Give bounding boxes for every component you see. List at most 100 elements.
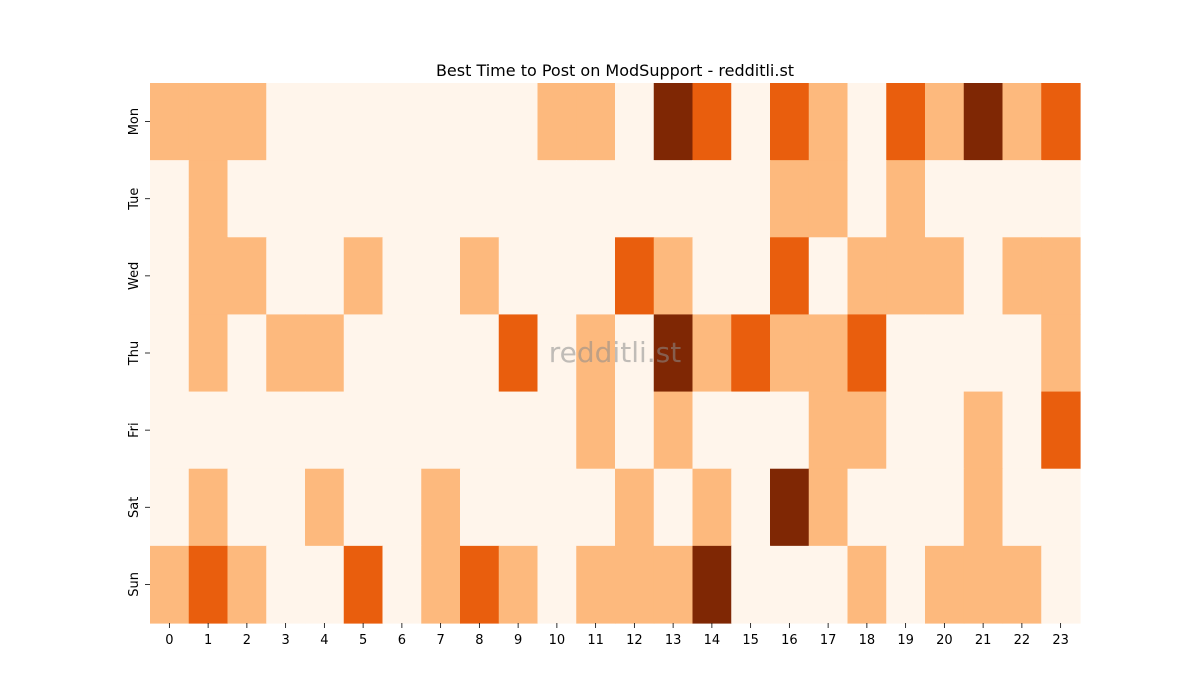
- heatmap-cell: [731, 468, 771, 547]
- heatmap-cell: [886, 314, 926, 393]
- heatmap-cell: [808, 391, 849, 470]
- x-tick-label: 23: [1052, 633, 1069, 648]
- heatmap-cell: [150, 83, 190, 161]
- heatmap-cell: [808, 314, 849, 393]
- heatmap-cell: [653, 83, 694, 161]
- heatmap-cell: [692, 314, 732, 393]
- y-tick-label: Sat: [127, 497, 142, 518]
- heatmap-cell: [692, 391, 732, 470]
- heatmap-cell: [537, 468, 577, 547]
- heatmap-cell: [770, 391, 810, 470]
- heatmap-cell: [266, 545, 306, 624]
- x-tick-label: 18: [859, 633, 876, 648]
- heatmap-cell: [1002, 391, 1042, 470]
- x-axis: 0 1 2 3 4 5 6 7 8 9 10 11 12 13 14 15 16 17 18 19 20 21 22 23: [165, 623, 1069, 648]
- heatmap-cell: [537, 314, 577, 393]
- heatmap-cell: [770, 83, 810, 161]
- x-tick-label: 11: [587, 633, 604, 648]
- heatmap-cell: [925, 83, 965, 161]
- heatmap-cell: [305, 160, 345, 238]
- heatmap-cell: [305, 468, 345, 547]
- heatmap-cell: [266, 391, 306, 470]
- heatmap-cell: [382, 545, 422, 624]
- heatmap-cell: [731, 314, 771, 393]
- heatmap-cell: [188, 160, 229, 238]
- heatmap-cell: [963, 545, 1004, 624]
- heatmap-cell: [925, 391, 965, 470]
- heatmap-cell: [653, 160, 694, 238]
- heatmap-cell: [770, 545, 810, 624]
- heatmap-cell: [770, 160, 810, 238]
- heatmap-cell: [343, 545, 384, 624]
- x-tick-label: 10: [549, 633, 566, 648]
- heatmap-cells: [150, 83, 1081, 624]
- heatmap-cell: [266, 468, 306, 547]
- heatmap-cell: [808, 160, 849, 238]
- heatmap-cell: [382, 160, 422, 238]
- x-tick-label: 1: [204, 633, 212, 648]
- heatmap-cell: [1041, 237, 1081, 316]
- heatmap-cell: [847, 391, 887, 470]
- heatmap-cell: [421, 391, 461, 470]
- x-tick-label: 12: [626, 633, 643, 648]
- heatmap-cell: [382, 391, 422, 470]
- heatmap-cell: [847, 237, 887, 316]
- heatmap-cell: [188, 468, 229, 547]
- x-tick-label: 9: [514, 633, 522, 648]
- heatmap-cell: [421, 237, 461, 316]
- heatmap-cell: [692, 545, 732, 624]
- heatmap-cell: [576, 391, 616, 470]
- heatmap-cell: [460, 545, 500, 624]
- heatmap-cell: [770, 314, 810, 393]
- heatmap-cell: [227, 468, 267, 547]
- heatmap-cell: [1002, 160, 1042, 238]
- heatmap-cell: [731, 160, 771, 238]
- x-tick-label: 6: [398, 633, 406, 648]
- x-tick-label: 21: [975, 633, 992, 648]
- heatmap-cell: [1041, 314, 1081, 393]
- heatmap-cell: [188, 83, 229, 161]
- heatmap-cell: [305, 237, 345, 316]
- x-tick-label: 15: [742, 633, 759, 648]
- heatmap-cell: [770, 237, 810, 316]
- heatmap-cell: [421, 468, 461, 547]
- heatmap-cell: [886, 391, 926, 470]
- heatmap-cell: [227, 83, 267, 161]
- heatmap-cell: [692, 160, 732, 238]
- heatmap-cell: [460, 237, 500, 316]
- heatmap-cell: [498, 391, 539, 470]
- heatmap-cell: [731, 391, 771, 470]
- heatmap-cell: [266, 237, 306, 316]
- heatmap-cell: [498, 545, 539, 624]
- heatmap-cell: [305, 314, 345, 393]
- heatmap-cell: [1002, 314, 1042, 393]
- heatmap-cell: [847, 160, 887, 238]
- heatmap-cell: [537, 545, 577, 624]
- heatmap-cell: [1002, 83, 1042, 161]
- heatmap-cell: [1002, 468, 1042, 547]
- heatmap-cell: [886, 160, 926, 238]
- y-tick-label: Sun: [127, 572, 142, 597]
- heatmap-cell: [886, 83, 926, 161]
- heatmap-cell: [615, 83, 655, 161]
- heatmap-cell: [963, 83, 1004, 161]
- heatmap-cell: [963, 160, 1004, 238]
- heatmap-cell: [266, 83, 306, 161]
- heatmap-cell: [808, 468, 849, 547]
- heatmap-cell: [460, 391, 500, 470]
- heatmap-cell: [576, 545, 616, 624]
- heatmap-cell: [460, 468, 500, 547]
- heatmap-cell: [653, 468, 694, 547]
- heatmap-cell: [421, 160, 461, 238]
- heatmap-cell: [576, 468, 616, 547]
- heatmap-cell: [305, 391, 345, 470]
- heatmap-cell: [150, 160, 190, 238]
- heatmap-cell: [963, 314, 1004, 393]
- heatmap-cell: [537, 237, 577, 316]
- heatmap-cell: [653, 545, 694, 624]
- y-tick-label: Tue: [127, 188, 142, 211]
- y-tick-label: Mon: [127, 108, 142, 135]
- heatmap-cell: [847, 83, 887, 161]
- heatmap-cell: [343, 83, 384, 161]
